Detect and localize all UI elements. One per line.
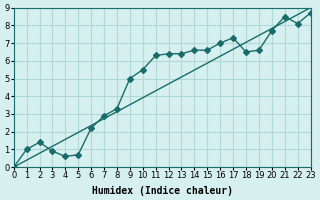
X-axis label: Humidex (Indice chaleur): Humidex (Indice chaleur) [92, 186, 233, 196]
